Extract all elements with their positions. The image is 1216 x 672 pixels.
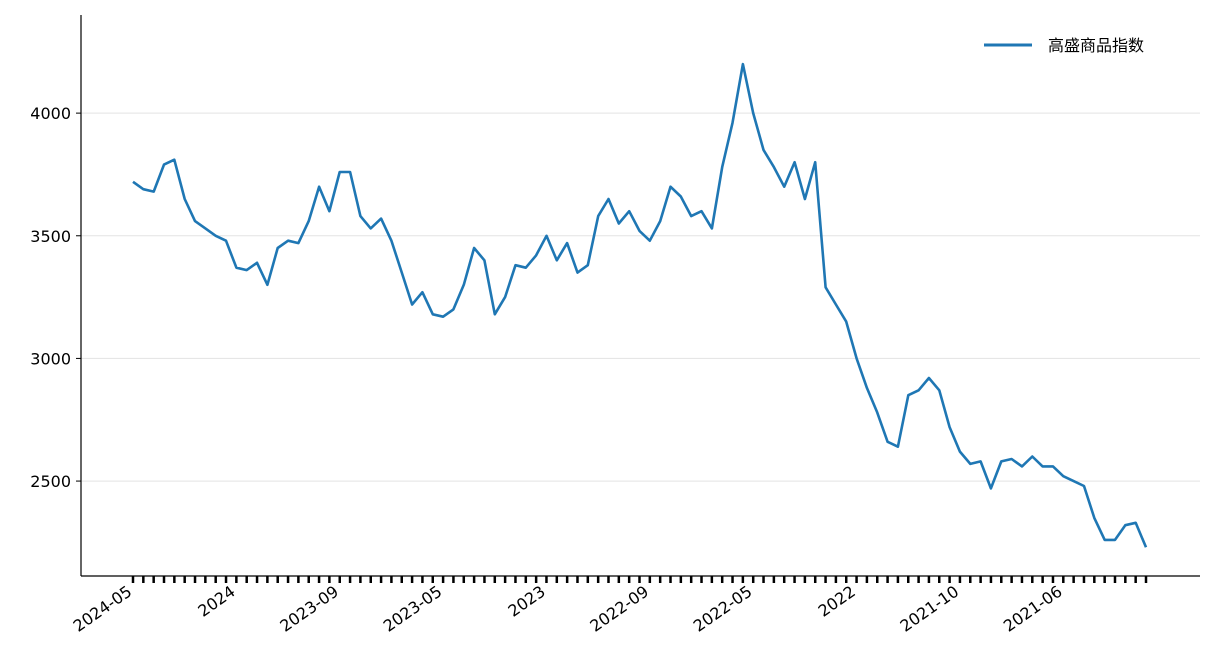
x-tick-label: 2022-05 <box>690 582 756 636</box>
y-tick-label: 3000 <box>30 349 71 368</box>
x-tick-label: 2021-06 <box>1000 582 1066 636</box>
y-tick-label: 4000 <box>30 104 71 123</box>
legend-label: 高盛商品指数 <box>1048 36 1144 55</box>
y-tick-label: 2500 <box>30 472 71 491</box>
x-tick-label: 2021-10 <box>897 582 963 636</box>
x-tick-label: 2022-09 <box>586 582 652 636</box>
x-tick-label: 2022 <box>815 582 859 621</box>
x-tick-label: 2024 <box>194 582 238 621</box>
x-tick-label: 2023-05 <box>380 582 446 636</box>
x-tick-label: 2023 <box>505 582 549 621</box>
series-line <box>132 62 1148 548</box>
y-tick-label: 3500 <box>30 227 71 246</box>
x-tick-label: 2023-09 <box>276 582 342 636</box>
x-tick-label: 2024-05 <box>70 582 136 636</box>
